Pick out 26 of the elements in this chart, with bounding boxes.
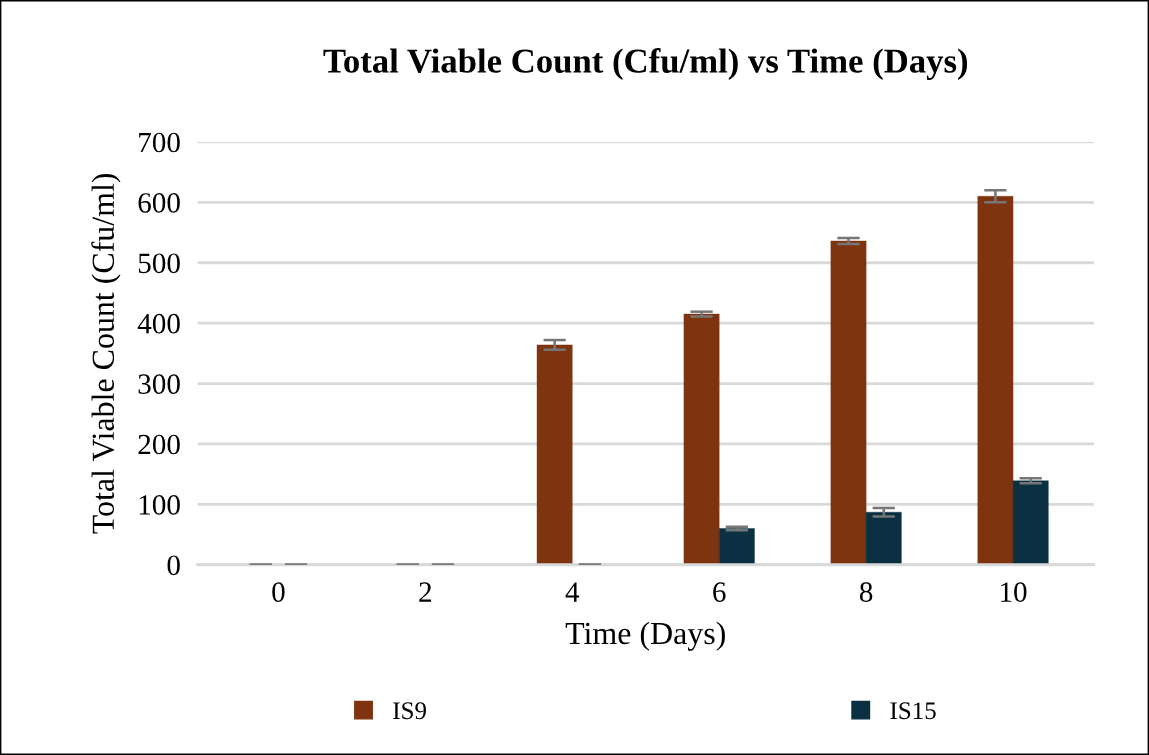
legend-label: IS15 (890, 702, 936, 720)
y-tick-label: 500 (138, 253, 180, 274)
chart-title: Total Viable Count (Cfu/ml) vs Time (Days) (323, 48, 968, 80)
legend-label: IS9 (393, 702, 426, 720)
y-axis-title: Total Viable Count (Cfu/ml) (91, 173, 121, 534)
y-tick-label: 700 (139, 132, 180, 153)
x-tick-label: 10 (1001, 582, 1027, 602)
x-axis-title: Time (Days) (565, 621, 725, 651)
bar (865, 511, 902, 565)
x-tick-label: 0 (272, 582, 285, 602)
y-tick-label: 200 (138, 434, 180, 455)
y-tick-label: 100 (139, 495, 180, 515)
y-tick-label: 400 (137, 313, 180, 334)
y-tick-label: 300 (138, 374, 180, 394)
bar (536, 344, 573, 565)
bar (977, 196, 1014, 565)
bar (830, 240, 867, 565)
x-tick-label: 4 (565, 582, 580, 602)
bar (718, 528, 755, 565)
bar (1012, 480, 1049, 565)
x-tick-label: 6 (713, 582, 726, 602)
bar (683, 313, 720, 565)
y-tick-label: 600 (138, 193, 180, 213)
x-tick-label: 2 (419, 582, 432, 602)
x-tick-label: 8 (859, 582, 873, 602)
y-tick-label: 0 (167, 555, 180, 576)
